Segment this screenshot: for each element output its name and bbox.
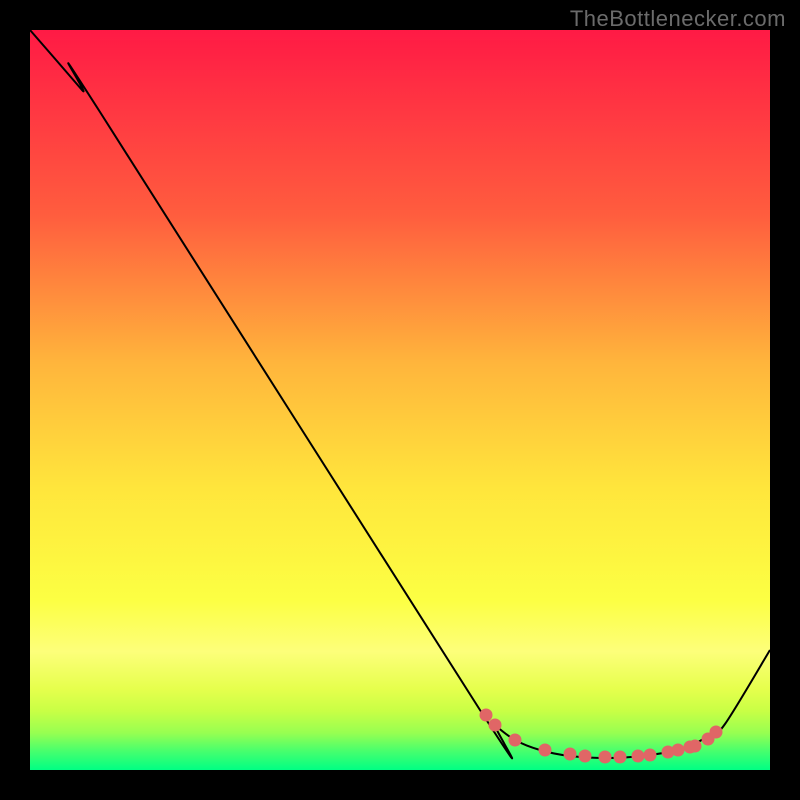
plot-gradient-area bbox=[30, 30, 770, 770]
curve-marker bbox=[579, 750, 592, 763]
curve-marker bbox=[564, 748, 577, 761]
curve-marker bbox=[480, 709, 493, 722]
curve-marker bbox=[599, 751, 612, 764]
curve-marker bbox=[539, 744, 552, 757]
curve-marker bbox=[689, 740, 702, 753]
chart-container: TheBottlenecker.com bbox=[0, 0, 800, 800]
curve-marker bbox=[644, 749, 657, 762]
watermark-text: TheBottlenecker.com bbox=[570, 6, 786, 32]
line-chart-svg bbox=[30, 30, 770, 770]
bottleneck-curve bbox=[30, 30, 770, 758]
curve-marker bbox=[632, 750, 645, 763]
curve-marker bbox=[509, 734, 522, 747]
curve-marker bbox=[672, 744, 685, 757]
curve-marker bbox=[710, 726, 723, 739]
curve-marker bbox=[614, 751, 627, 764]
curve-marker bbox=[489, 719, 502, 732]
sweet-spot-markers bbox=[480, 709, 723, 764]
